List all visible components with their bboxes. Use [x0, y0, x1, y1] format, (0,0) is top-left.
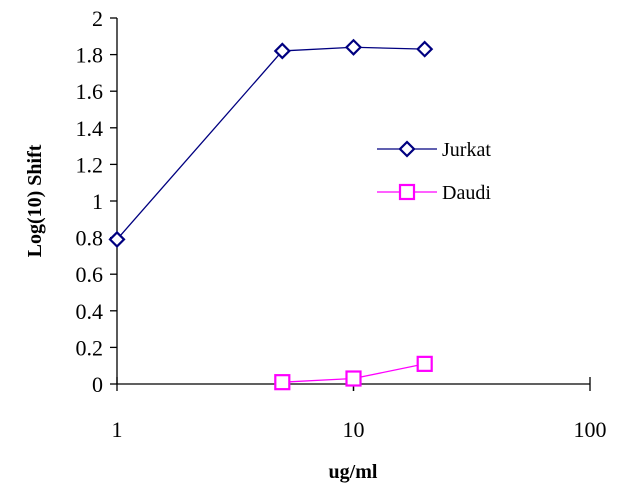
x-tick-label: 100	[574, 417, 607, 442]
y-tick-label: 1.8	[76, 43, 104, 68]
y-tick-label: 1	[92, 189, 103, 214]
y-ticks: 0 0.2 0.4 0.6 0.8 1 1.2 1.4 1.6 1.8 2	[76, 6, 117, 397]
data-point-daudi	[274, 374, 291, 391]
legend-label-daudi: Daudi	[442, 182, 491, 204]
y-tick-label: 1.4	[76, 116, 104, 141]
legend: Jurkat Daudi	[377, 139, 491, 204]
x-ticks: 1 10 100	[112, 377, 607, 442]
legend-marker-daudi	[398, 183, 416, 201]
series-layer	[108, 38, 434, 391]
y-tick-label: 1.2	[76, 152, 104, 177]
legend-item-jurkat: Jurkat	[377, 139, 491, 161]
data-point-daudi	[345, 370, 362, 387]
y-tick-label: 0.2	[76, 335, 104, 360]
y-axis-title: Log(10) Shift	[24, 144, 46, 257]
data-point-jurkat	[344, 38, 363, 56]
y-tick-label: 2	[92, 6, 103, 31]
y-tick-label: 0.6	[76, 262, 104, 287]
y-tick-label: 0.8	[76, 226, 104, 251]
axes	[116, 18, 590, 385]
data-point-jurkat	[273, 42, 291, 60]
x-tick-label: 10	[343, 417, 365, 442]
legend-item-daudi: Daudi	[377, 182, 491, 204]
x-axis-title: ug/ml	[329, 461, 378, 483]
legend-label-jurkat: Jurkat	[442, 139, 491, 161]
data-point-jurkat	[416, 40, 434, 58]
series-line-jurkat	[116, 46, 425, 240]
data-point-daudi	[416, 355, 433, 372]
y-tick-label: 0.4	[76, 299, 104, 324]
y-tick-label: 0	[92, 372, 103, 397]
data-point-jurkat	[108, 230, 126, 248]
y-tick-label: 1.6	[76, 79, 104, 104]
x-tick-label: 1	[112, 417, 123, 442]
legend-marker-jurkat	[398, 140, 416, 158]
